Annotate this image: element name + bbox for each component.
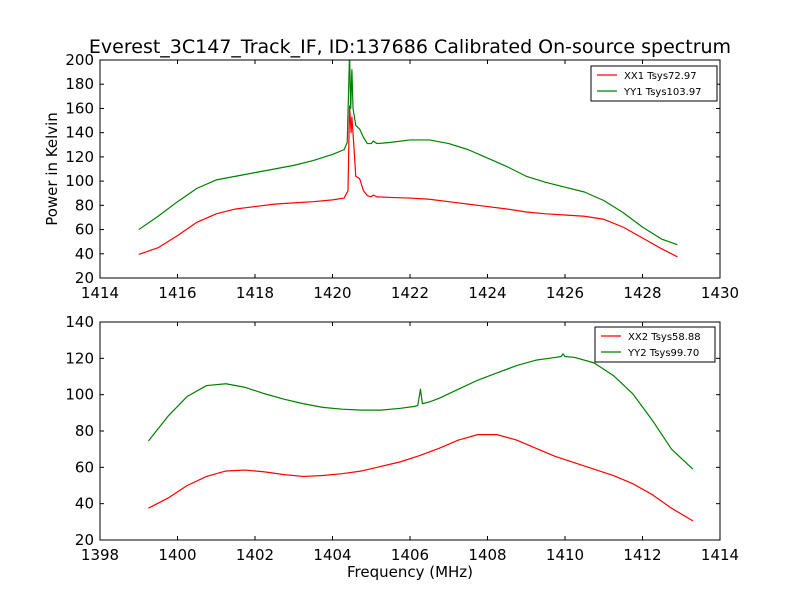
x-tick-label: 1408 [468, 546, 506, 564]
x-tick-label: 1412 [623, 546, 661, 564]
y-tick-label: 120 [65, 148, 94, 166]
y-axis-label: Power in Kelvin [43, 112, 61, 226]
legend-label: XX1 Tsys72.97 [624, 71, 697, 82]
bottom-panel: 1398 1400 1402 1404 1406 1408 1410 1412 1414 20 40… [65, 313, 739, 564]
y-tick-label: 40 [75, 245, 94, 263]
legend-box [594, 326, 716, 363]
x-tick-label: 1418 [236, 284, 274, 302]
y-tick-label: 100 [65, 386, 94, 404]
x-tick-label: 1400 [158, 546, 196, 564]
y-tick-label: 80 [75, 196, 94, 214]
x-tick-label: 1428 [623, 284, 661, 302]
y-tick-label: 120 [65, 349, 94, 367]
x-tick-label: 1426 [546, 284, 584, 302]
x-tick-label: 1414 [701, 546, 739, 564]
x-tick-label: 1406 [391, 546, 429, 564]
series-line-1 [138, 105, 678, 258]
x-tick-label: 1416 [158, 284, 196, 302]
legend-label: YY1 Tsys103.97 [623, 87, 702, 98]
x-tick-label: 1422 [391, 284, 429, 302]
legend-box [590, 65, 718, 102]
x-tick-label: 1420 [313, 284, 351, 302]
legend: XX1 Tsys72.97 YY1 Tsys103.97 [590, 65, 718, 102]
y-tick-label: 160 [65, 99, 94, 117]
legend-label: XX2 Tsys58.88 [628, 332, 701, 343]
x-tick-label: 1414 [81, 284, 119, 302]
y-tick-label: 200 [65, 51, 94, 69]
y-tick-label: 140 [65, 124, 94, 142]
x-tick-label: 1404 [313, 546, 351, 564]
y-tick-label: 20 [75, 269, 94, 287]
y-tick-label: 40 [75, 495, 94, 513]
series-line-2 [147, 353, 694, 470]
y-tick-label: 100 [65, 172, 94, 190]
series-line-2 [138, 60, 678, 246]
y-tick-label: 60 [75, 458, 94, 476]
x-tick-label: 1430 [701, 284, 739, 302]
x-tick-label: 1402 [236, 546, 274, 564]
x-tick-label: 1398 [81, 546, 119, 564]
y-tick-label: 180 [65, 75, 94, 93]
y-tick-label: 20 [75, 531, 94, 549]
y-tick-label: 60 [75, 221, 94, 239]
legend: XX2 Tsys58.88 YY2 Tsys99.70 [594, 326, 716, 363]
y-tick-label: 140 [65, 313, 94, 331]
x-axis-label: Frequency (MHz) [347, 563, 473, 581]
top-panel: 1414 1416 1418 1420 1422 1424 1426 1428 1430 20 40… [65, 51, 739, 302]
y-tick-label: 80 [75, 422, 94, 440]
x-tick-label: 1424 [468, 284, 506, 302]
x-tick-label: 1410 [546, 546, 584, 564]
series-line-1 [148, 434, 694, 522]
legend-label: YY2 Tsys99.70 [627, 348, 699, 359]
figure-title: Everest_3C147_Track_IF, ID:137686 Calibr… [89, 36, 731, 58]
